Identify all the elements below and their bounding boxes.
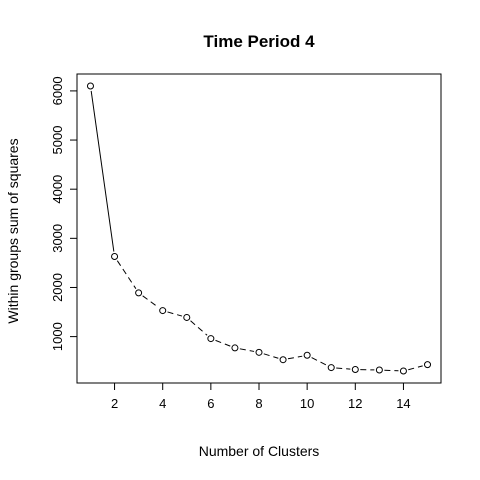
data-point — [424, 361, 432, 369]
series-line-segment — [336, 367, 351, 370]
series-line-segment — [287, 355, 303, 360]
series-line-segment — [263, 353, 279, 359]
y-axis: 1000 2000 3000 4000 5000 6000 — [50, 76, 78, 351]
series-line-segment — [142, 295, 159, 309]
series-line-segment — [384, 369, 399, 372]
y-tick-label: 2000 — [50, 273, 65, 302]
chart-title: Time Period 4 — [203, 32, 315, 51]
x-tick-label: 12 — [348, 396, 362, 411]
x-axis-label: Number of Clusters — [199, 443, 320, 459]
x-tick-label: 6 — [207, 396, 214, 411]
data-point — [351, 366, 359, 374]
series-line-segment — [190, 320, 208, 336]
x-tick-label: 8 — [255, 396, 262, 411]
data-point — [159, 307, 167, 315]
x-tick-label: 10 — [300, 396, 314, 411]
series-line-segment — [239, 348, 255, 352]
plot-area-border — [76, 73, 442, 384]
x-tick-label: 4 — [159, 396, 166, 411]
data-point — [86, 82, 94, 90]
series-line-segment — [167, 311, 183, 317]
series-line-segment — [116, 260, 137, 289]
y-tick-label: 1000 — [50, 322, 65, 351]
data-point — [375, 366, 383, 374]
data-point — [399, 367, 407, 375]
y-tick-label: 6000 — [50, 76, 65, 105]
data-point — [135, 289, 143, 297]
data-point — [207, 335, 215, 343]
data-point — [327, 364, 335, 372]
data-point — [231, 344, 239, 352]
series-line-segment — [215, 339, 231, 347]
y-tick-label: 4000 — [50, 175, 65, 204]
data-point — [183, 313, 191, 321]
x-tick-label: 14 — [396, 396, 410, 411]
series-line-segment — [408, 365, 423, 371]
y-tick-label: 3000 — [50, 224, 65, 253]
x-tick-label: 2 — [111, 396, 118, 411]
series-line-segment — [90, 90, 115, 252]
y-tick-label: 5000 — [50, 126, 65, 155]
series-line-segment — [311, 357, 327, 366]
series — [86, 82, 432, 375]
x-axis: 2 4 6 8 10 12 14 — [111, 382, 411, 411]
data-point — [279, 356, 287, 364]
data-point — [255, 348, 263, 356]
y-axis-label: Within groups sum of squares — [5, 138, 21, 323]
data-point — [303, 351, 311, 359]
data-point — [111, 253, 119, 261]
